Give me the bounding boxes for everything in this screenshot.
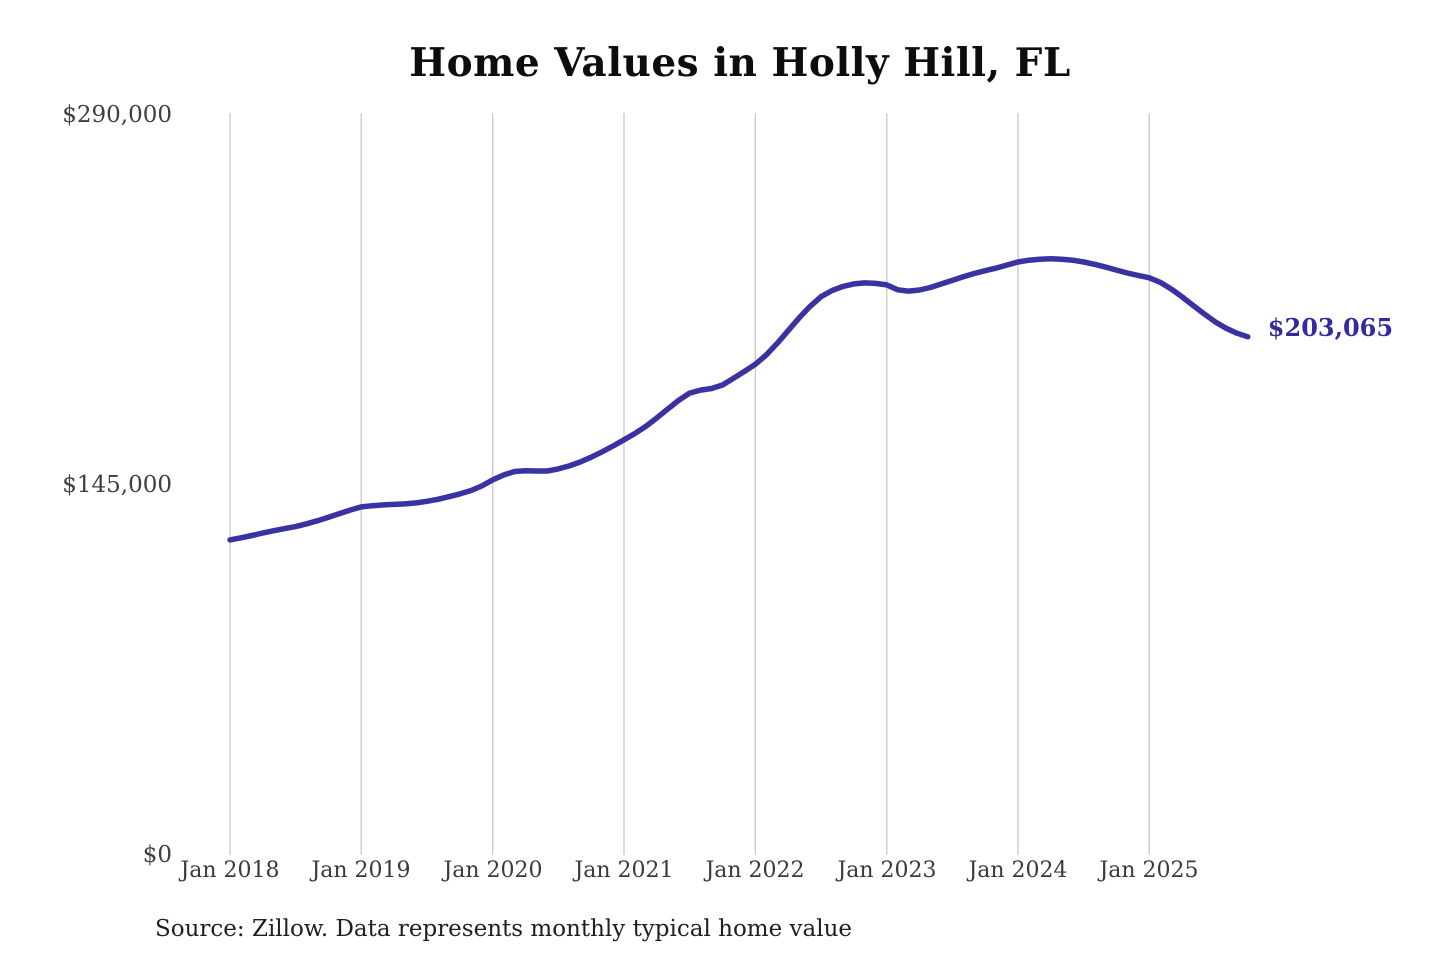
y-tick-290000: $290,000: [62, 102, 172, 128]
x-tick-jan-2024: Jan 2024: [968, 858, 1068, 883]
y-tick-0: $0: [142, 842, 172, 868]
source-note: Source: Zillow. Data represents monthly …: [155, 916, 853, 942]
y-tick-145000: $145,000: [62, 472, 172, 498]
home-value-line: [227, 255, 1251, 543]
x-tick-jan-2025: Jan 2025: [1099, 858, 1199, 883]
latest-value-label: $203,065: [1267, 312, 1394, 342]
x-tick-jan-2022: Jan 2022: [705, 858, 805, 883]
x-tick-jan-2018: Jan 2018: [180, 858, 280, 883]
gridlines: [229, 113, 1151, 855]
x-tick-jan-2020: Jan 2020: [443, 858, 543, 883]
x-tick-jan-2023: Jan 2023: [837, 858, 937, 883]
x-tick-jan-2019: Jan 2019: [311, 858, 411, 883]
chart-title: Home Values in Holly Hill, FL: [409, 40, 1071, 86]
x-tick-jan-2021: Jan 2021: [574, 858, 674, 883]
